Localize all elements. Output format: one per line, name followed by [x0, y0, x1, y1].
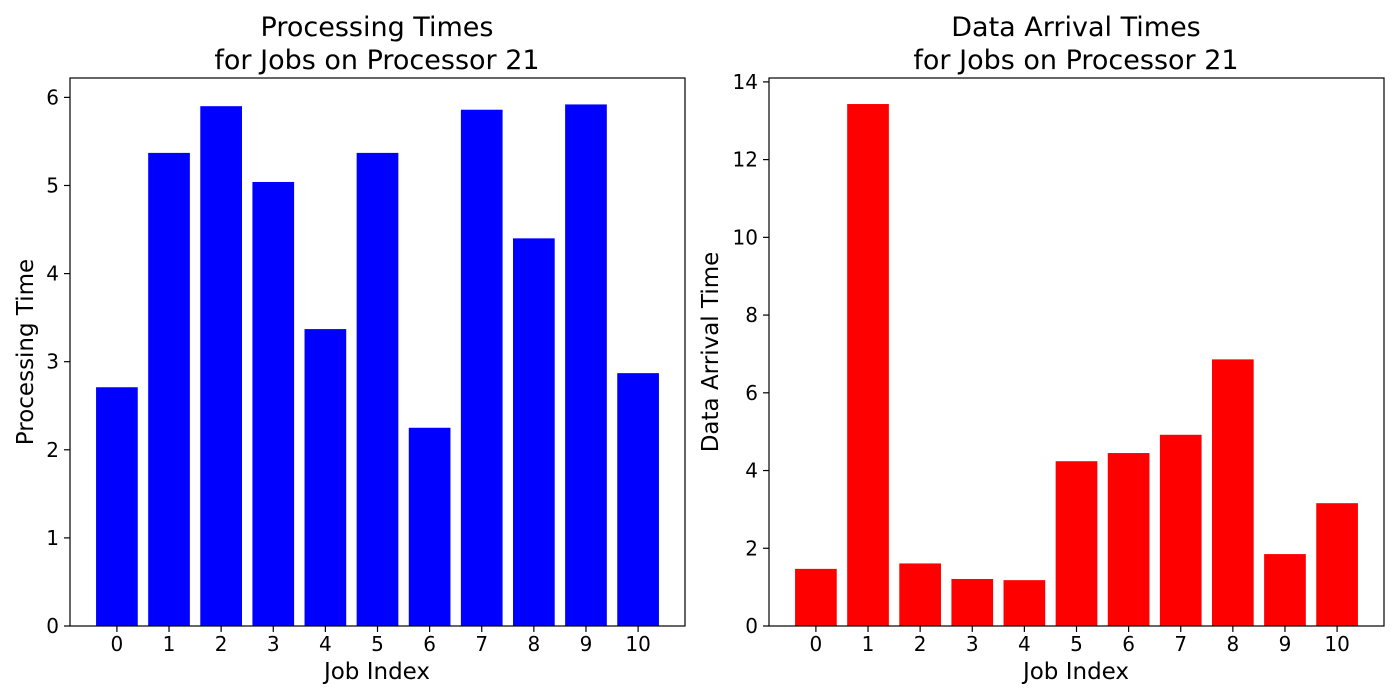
bar-job-8: [1212, 359, 1254, 626]
processing-times-chart: Processing Times for Jobs on Processor 2…: [13, 12, 686, 685]
y-tick-label: 0: [46, 614, 59, 638]
chart-title-line-2: for Jobs on Processor 21: [913, 45, 1238, 76]
y-ticks-group: 0 1 2 3 4 5 6: [46, 85, 70, 638]
bar-job-7: [1159, 434, 1202, 626]
x-tick-label: 7: [475, 632, 488, 656]
y-tick-label: 4: [745, 459, 758, 483]
x-tick-label: 5: [1070, 632, 1083, 656]
y-tick-label: 10: [733, 225, 758, 249]
bar-job-2: [200, 106, 242, 626]
x-tick-label: 2: [215, 632, 228, 656]
x-tick-label: 3: [966, 632, 979, 656]
x-tick-label: 1: [862, 632, 875, 656]
bars-group: [96, 104, 659, 627]
bar-job-1: [847, 104, 889, 627]
x-axis-label: Job Index: [322, 659, 430, 685]
x-tick-label: 10: [1324, 632, 1349, 656]
x-axis-label: Job Index: [1021, 659, 1129, 685]
y-tick-label: 8: [745, 303, 758, 327]
y-tick-label: 1: [46, 526, 59, 550]
plot-frame: [69, 77, 686, 627]
y-tick-label: 2: [46, 438, 59, 462]
y-tick-label: 12: [733, 148, 758, 172]
x-tick-label: 7: [1174, 632, 1187, 656]
x-tick-label: 0: [111, 632, 124, 656]
y-tick-label: 4: [46, 262, 59, 286]
y-tick-label: 6: [46, 85, 59, 109]
bar-job-3: [951, 578, 994, 626]
x-ticks-group: 0 1 2 3 4 5 6 7 8 9 10: [810, 626, 1350, 656]
bars-group: [795, 104, 1358, 627]
y-axis-label: Processing Time: [13, 259, 39, 445]
y-tick-label: 2: [745, 536, 758, 560]
plot-frame: [768, 77, 1385, 627]
y-tick-label: 0: [745, 614, 758, 638]
y-ticks-group: 0 2 4 6 8 10 12 14: [733, 70, 769, 638]
y-tick-label: 14: [733, 70, 758, 94]
bar-job-10: [617, 373, 659, 626]
x-tick-label: 3: [267, 632, 280, 656]
y-axis-label: Data Arrival Time: [698, 252, 724, 453]
chart-title-line-2: for Jobs on Processor 21: [214, 45, 539, 76]
x-tick-label: 6: [423, 632, 436, 656]
x-tick-label: 1: [163, 632, 176, 656]
bar-job-1: [148, 152, 190, 626]
chart-title-line-1: Data Arrival Times: [951, 12, 1201, 43]
x-tick-label: 6: [1122, 632, 1135, 656]
bar-job-9: [565, 104, 607, 627]
x-tick-label: 8: [1226, 632, 1239, 656]
bar-job-5: [356, 152, 399, 626]
bar-job-4: [1003, 580, 1046, 626]
y-tick-label: 5: [46, 173, 59, 197]
bar-job-0: [795, 568, 837, 626]
x-tick-label: 2: [914, 632, 927, 656]
bar-job-0: [96, 387, 138, 626]
y-tick-label: 6: [745, 381, 758, 405]
bar-job-9: [1264, 554, 1306, 626]
y-tick-label: 3: [46, 350, 59, 374]
bar-job-6: [1107, 453, 1150, 626]
x-tick-label: 8: [527, 632, 540, 656]
bar-job-8: [513, 238, 555, 626]
bar-job-3: [252, 181, 295, 626]
x-ticks-group: 0 1 2 3 4 5 6 7 8 9 10: [111, 626, 651, 656]
x-tick-label: 4: [319, 632, 332, 656]
chart-title-line-1: Processing Times: [261, 12, 494, 43]
x-tick-label: 10: [625, 632, 650, 656]
x-tick-label: 4: [1018, 632, 1031, 656]
bar-job-10: [1316, 503, 1358, 626]
x-tick-label: 9: [580, 632, 593, 656]
x-tick-label: 5: [371, 632, 384, 656]
bar-job-5: [1055, 461, 1098, 626]
bar-job-7: [460, 109, 503, 627]
bar-job-2: [899, 563, 941, 626]
bar-job-6: [408, 427, 451, 626]
x-tick-label: 9: [1279, 632, 1292, 656]
x-tick-label: 0: [810, 632, 823, 656]
bar-job-4: [304, 329, 347, 626]
data-arrival-times-chart: Data Arrival Times for Jobs on Processor…: [698, 12, 1385, 685]
